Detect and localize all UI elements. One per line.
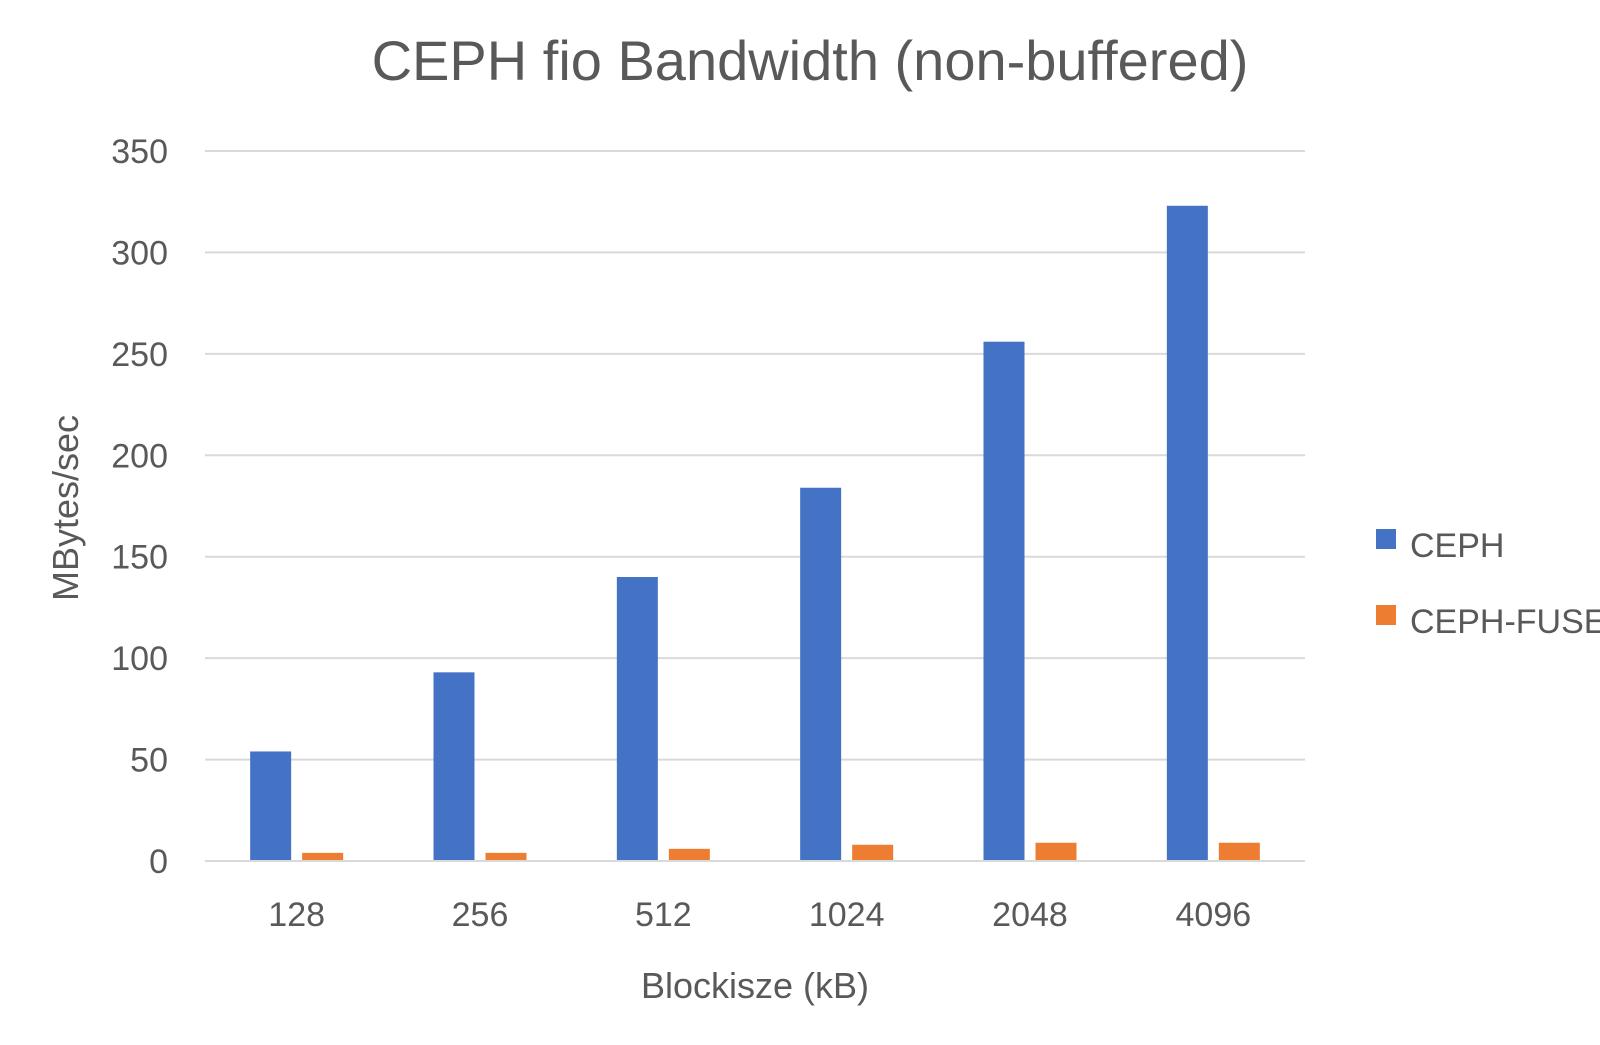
x-tick-label: 1024 [809, 896, 885, 934]
y-tick-label: 100 [111, 640, 168, 678]
bar-ceph-4096 [1166, 205, 1208, 861]
y-tick-label: 200 [111, 437, 168, 475]
bars [250, 205, 1260, 862]
bar-ceph-fuse-512 [668, 848, 710, 861]
y-tick-label: 250 [111, 336, 168, 374]
x-tick-label: 4096 [1176, 896, 1252, 934]
bar-ceph-512 [616, 577, 658, 861]
legend: CEPH CEPH-FUSE [1376, 527, 1600, 641]
bar-ceph-fuse-1024 [852, 844, 894, 861]
bar-ceph-fuse-256 [485, 852, 527, 861]
legend-swatch [1376, 605, 1396, 625]
y-tick-label: 350 [111, 133, 168, 171]
y-tick-label: 150 [111, 539, 168, 577]
x-tick-label: 256 [452, 896, 509, 934]
legend-swatch [1376, 529, 1396, 549]
legend-label: CEPH [1410, 527, 1504, 565]
gridlines [205, 150, 1305, 761]
y-tick-label: 0 [149, 843, 168, 881]
chart-title: CEPH fio Bandwidth (non-buffered) [372, 29, 1249, 92]
legend-label: CEPH-FUSE [1410, 603, 1600, 641]
y-tick-label: 50 [130, 742, 168, 780]
bar-ceph-128 [250, 751, 292, 861]
y-axis-ticks: 0 50 100 150 200 250 300 350 [111, 133, 168, 881]
x-axis-ticks: 128 256 512 1024 2048 4096 [268, 896, 1251, 934]
x-tick-label: 128 [268, 896, 325, 934]
bar-ceph-fuse-128 [302, 852, 344, 861]
y-tick-label: 300 [111, 234, 168, 272]
y-axis-title: MBytes/sec [45, 415, 86, 601]
bar-ceph-fuse-4096 [1218, 842, 1260, 861]
x-tick-label: 512 [635, 896, 692, 934]
bar-ceph-1024 [800, 487, 842, 861]
bar-ceph-2048 [983, 341, 1025, 862]
bar-ceph-fuse-2048 [1035, 842, 1077, 861]
x-axis-title: Blockisze (kB) [641, 965, 869, 1006]
legend-item: CEPH-FUSE [1376, 603, 1600, 641]
x-tick-label: 2048 [992, 896, 1068, 934]
legend-item: CEPH [1376, 527, 1504, 565]
bar-ceph-256 [433, 672, 475, 861]
